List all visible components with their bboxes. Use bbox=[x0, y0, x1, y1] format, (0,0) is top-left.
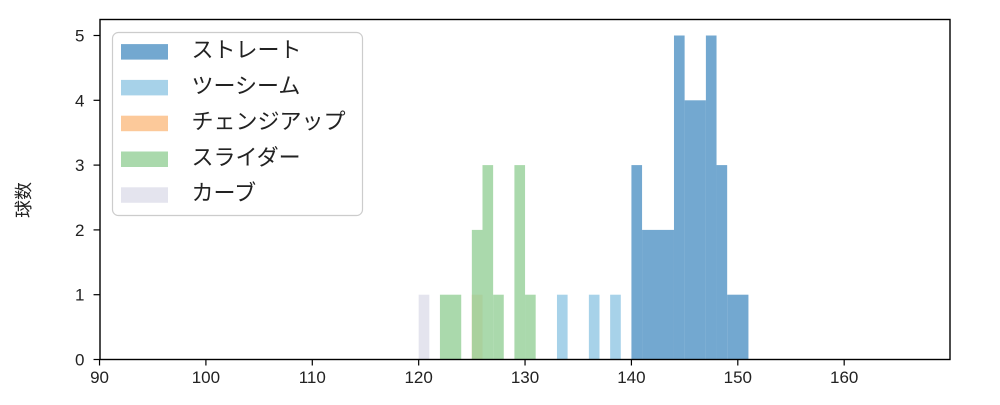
svg-text:160: 160 bbox=[830, 368, 858, 387]
svg-text:スライダー: スライダー bbox=[192, 145, 301, 170]
svg-text:140: 140 bbox=[617, 368, 645, 387]
svg-text:チェンジアップ: チェンジアップ bbox=[192, 109, 346, 134]
svg-text:130: 130 bbox=[511, 368, 539, 387]
svg-text:4: 4 bbox=[75, 91, 84, 110]
svg-text:3: 3 bbox=[75, 156, 84, 175]
svg-text:120: 120 bbox=[404, 368, 432, 387]
svg-text:100: 100 bbox=[192, 368, 220, 387]
svg-text:ストレート: ストレート bbox=[192, 38, 302, 63]
svg-text:150: 150 bbox=[724, 368, 752, 387]
svg-text:1: 1 bbox=[75, 286, 84, 305]
svg-text:0: 0 bbox=[75, 351, 84, 370]
svg-text:カーブ: カーブ bbox=[192, 181, 257, 206]
svg-text:5: 5 bbox=[75, 27, 84, 46]
svg-text:110: 110 bbox=[299, 368, 326, 387]
svg-text:2: 2 bbox=[75, 221, 84, 240]
svg-text:球数: 球数 bbox=[14, 182, 34, 218]
svg-text:ツーシーム: ツーシーム bbox=[192, 73, 301, 98]
svg-text:90: 90 bbox=[90, 368, 109, 387]
